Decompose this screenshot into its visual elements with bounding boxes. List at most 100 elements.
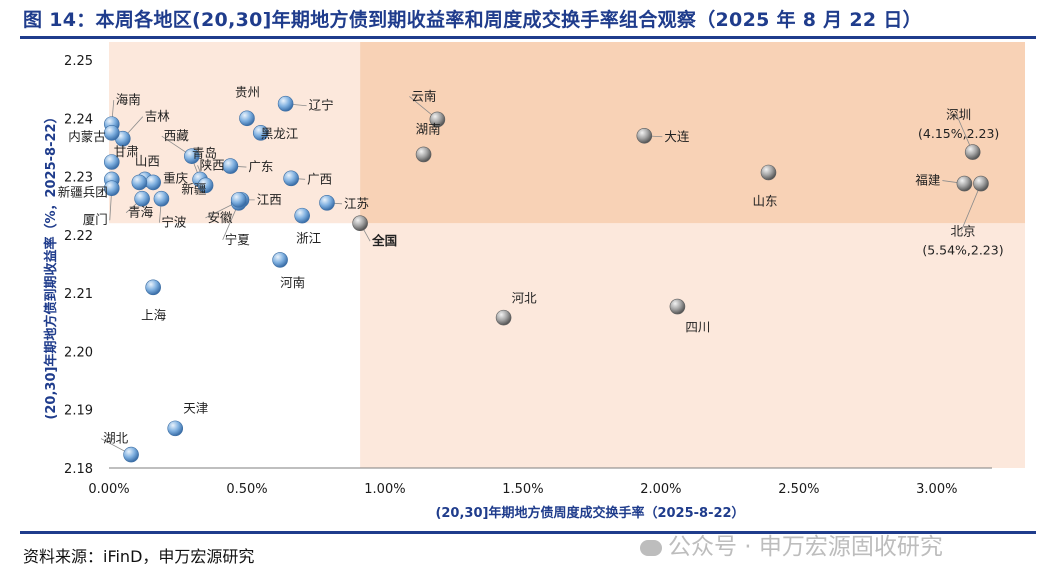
y-tick-label: 2.20 (64, 345, 93, 360)
chart-title: 图 14：本周各地区(20,30]年期地方债到期收益率和周度成交换手率组合观察（… (23, 9, 922, 31)
x-tick-label: 0.50% (226, 482, 267, 497)
point-山东 (760, 164, 777, 181)
region-upper-right (360, 42, 1025, 224)
point-湖南 (415, 146, 432, 163)
point-四川 (669, 298, 686, 315)
point-江苏 (319, 195, 335, 211)
point-label: 广西 (307, 171, 332, 186)
point-西藏 (183, 148, 200, 164)
point-label: 天津 (183, 400, 208, 415)
point-label: 河南 (280, 275, 305, 290)
footer-rule (20, 531, 1036, 534)
x-axis-title: (20,30]年期地方债周度成交换手率（2025-8-22） (435, 505, 744, 521)
y-axis-title: (20,30]年期地方债到期收益率（%，2025-8-22） (43, 110, 59, 419)
x-tick-label: 2.00% (640, 482, 681, 497)
point-label: 新疆 (181, 181, 206, 196)
point-大连 (636, 127, 653, 144)
wechat-icon (640, 539, 662, 556)
y-tick-label: 2.22 (64, 229, 93, 244)
y-tick-label: 2.23 (64, 171, 93, 186)
watermark: 公众号 · 申万宏源固收研究 (640, 527, 943, 561)
point-label: 山西 (135, 153, 160, 168)
y-tick-label: 2.25 (64, 54, 93, 69)
point-label: 福建 (915, 173, 941, 188)
y-tick-label: 2.18 (64, 462, 93, 477)
point-label: 黑龙江 (261, 126, 299, 141)
scatter-chart: 0.00% 0.50% 1.00% 1.50% 2.00% 2.50% 3.00% 2.18 2… (43, 42, 1025, 521)
point-label: 重庆 (163, 170, 189, 185)
point-label: 山东 (752, 193, 777, 208)
point-label: 海南 (116, 92, 141, 107)
x-tick-label: 1.00% (364, 482, 405, 497)
point-label: 河北 (512, 291, 538, 306)
point-note: (5.54%,2.23) (922, 243, 1003, 258)
point-label: 大连 (664, 129, 690, 144)
point-label: 北京 (950, 224, 975, 239)
point-湖北 (123, 446, 139, 463)
point-label: 上海 (141, 307, 167, 322)
region-lower-right (360, 223, 1025, 468)
point-黑龙江 (252, 125, 269, 141)
point-label: 云南 (411, 88, 436, 103)
source-note: 资料来源：iFinD，申万宏源研究 (23, 547, 255, 566)
point-陕西 (197, 177, 214, 194)
point-label: 四川 (685, 320, 710, 335)
point-label: 深圳 (946, 107, 971, 122)
point-厦门 (103, 180, 120, 197)
point-辽宁 (277, 95, 294, 112)
leader-line (960, 183, 982, 232)
data-points (103, 95, 989, 463)
point-天津 (167, 420, 184, 437)
point-label: 广东 (248, 159, 273, 174)
x-tick-label: 2.50% (778, 482, 819, 497)
highlight-regions (109, 42, 1025, 468)
point-label: 西藏 (164, 128, 190, 143)
point-福建 (956, 175, 973, 192)
point-label: 吉林 (145, 109, 171, 124)
point-内蒙古 (103, 125, 120, 141)
point-宁波 (153, 190, 170, 207)
point-广西 (283, 170, 299, 187)
point-甘肃 (103, 154, 120, 170)
point-label: 浙江 (296, 231, 321, 246)
point-北京 (973, 175, 989, 192)
point-青海 (134, 190, 150, 207)
reference-label: 全国 (371, 233, 397, 248)
point-label: 安徽 (207, 210, 233, 225)
point-贵州 (239, 110, 255, 127)
point-河南 (272, 252, 288, 268)
point-重庆 (145, 174, 161, 191)
axes: 0.00% 0.50% 1.00% 1.50% 2.00% 2.50% 3.00% 2.18 2… (64, 54, 992, 497)
region-upper-left (109, 42, 361, 224)
point-label: 甘肃 (114, 144, 139, 159)
x-tick-label: 3.00% (916, 482, 957, 497)
point-label: 青海 (128, 205, 154, 220)
point-label: 厦门 (83, 212, 108, 227)
point-新疆 (131, 174, 148, 191)
point-广东 (222, 158, 239, 174)
point-河北 (495, 309, 512, 326)
x-tick-label: 0.00% (88, 482, 129, 497)
point-label: 辽宁 (309, 98, 334, 113)
point-label: 江苏 (344, 196, 369, 211)
point-label: 贵州 (235, 84, 260, 99)
point-label: 内蒙古 (68, 129, 106, 144)
point-label: 宁波 (161, 215, 187, 230)
point-label: 江西 (257, 192, 282, 207)
y-tick-label: 2.21 (64, 287, 93, 302)
point-云南 (429, 111, 446, 128)
point-label: 青岛 (192, 145, 217, 160)
point-label: 湖南 (416, 121, 441, 136)
x-tick-label: 1.50% (502, 482, 543, 497)
y-tick-label: 2.19 (64, 404, 93, 419)
watermark-text: 公众号 · 申万宏源固收研究 (668, 534, 943, 560)
point-note: (4.15%,2.23) (918, 126, 999, 141)
point-上海 (145, 279, 161, 296)
point-深圳 (964, 144, 981, 160)
point-江西 (230, 192, 247, 208)
title-rule (20, 36, 1036, 39)
point-label: 新疆兵团 (58, 184, 108, 199)
y-tick-label: 2.24 (64, 112, 93, 127)
reference-point (352, 215, 368, 231)
